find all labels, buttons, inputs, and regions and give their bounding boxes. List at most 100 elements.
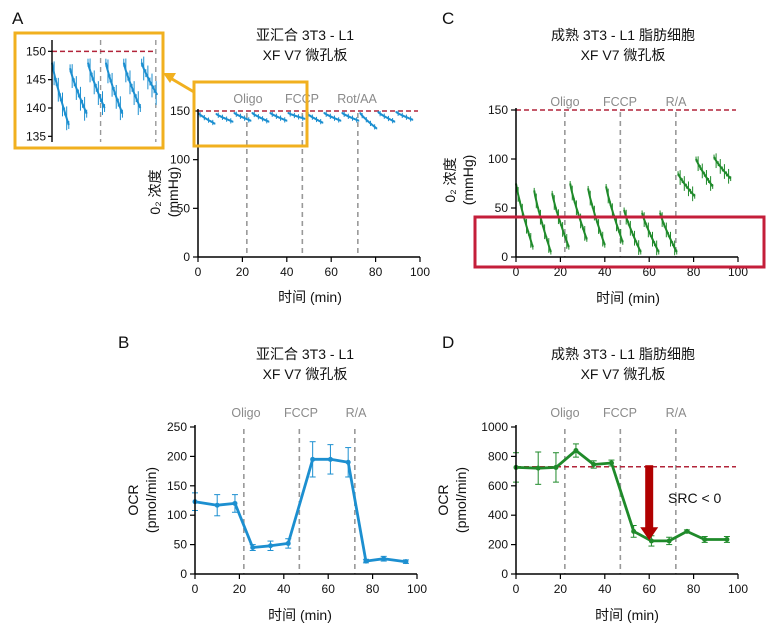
x-tick-label: 60: [322, 582, 336, 596]
panel-a-plot: 0 50 100 150 0 20 40 60 80 100: [170, 104, 430, 279]
y-tick-label: 100: [488, 152, 508, 166]
panel-c-phase-ra: R/A: [666, 95, 688, 109]
ocr-point: [363, 558, 369, 564]
inset-y-tick-label: 145: [26, 73, 46, 87]
ocr-point: [666, 538, 672, 544]
x-tick-label: 100: [728, 582, 748, 596]
panel-c-x-label: 时间 (min): [596, 290, 660, 306]
panel-a: A 亚汇合 3T3 - L1 XF V7 微孔板 时间 (min) 0₂ 浓度 …: [12, 9, 430, 305]
panel-d-phase-oligo: Oligo: [550, 406, 579, 420]
x-tick-label: 100: [410, 265, 430, 279]
panel-a-inset-plot: 135 140 145 150: [26, 40, 159, 143]
panel-d-title-line2: XF V7 微孔板: [581, 366, 666, 382]
panel-a-zoom-arrow: [163, 73, 195, 94]
panel-c: C 成熟 3T3 - L1 脂肪细胞 XF V7 微孔板 时间 (min) 0₂…: [442, 9, 766, 306]
ocr-point: [608, 460, 614, 466]
panel-d-y-label-line2: (pmol/min): [453, 467, 469, 533]
ocr-point: [267, 543, 273, 549]
ocr-point: [310, 456, 316, 462]
ocr-point: [702, 536, 708, 542]
ocr-point: [327, 456, 333, 462]
src-arrow-shaft: [645, 465, 654, 529]
panel-letter-d: D: [442, 333, 454, 352]
panel-d-y-label-line1: OCR: [435, 484, 451, 515]
ocr-point: [381, 556, 387, 562]
panel-letter-c: C: [442, 9, 454, 28]
ocr-point: [535, 465, 541, 471]
panel-b-title-line2: XF V7 微孔板: [263, 366, 348, 382]
ocr-point: [684, 528, 690, 534]
y-tick-label: 150: [170, 104, 190, 118]
ocr-point: [345, 459, 351, 465]
x-tick-label: 40: [598, 582, 612, 596]
x-tick-label: 0: [513, 265, 520, 279]
y-tick-label: 200: [167, 449, 187, 463]
inset-y-tick-label: 135: [26, 129, 46, 143]
panel-c-title-line2: XF V7 微孔板: [581, 47, 666, 63]
ocr-point: [403, 559, 409, 565]
ocr-point: [553, 464, 559, 470]
x-tick-label: 80: [687, 582, 701, 596]
panel-a-title-line2: XF V7 微孔板: [263, 47, 348, 63]
panel-d: D 成熟 3T3 - L1 脂肪细胞 XF V7 微孔板 时间 (min) OC…: [435, 333, 748, 623]
y-tick-label: 0: [180, 567, 187, 581]
y-tick-label: 150: [488, 103, 508, 117]
x-tick-label: 0: [195, 265, 202, 279]
panel-c-phase-fccp: FCCP: [603, 95, 637, 109]
panel-c-y-label-line1: 0₂ 浓度: [442, 157, 458, 202]
inset-y-tick-label: 150: [26, 44, 46, 58]
x-tick-label: 20: [236, 265, 250, 279]
x-tick-label: 80: [366, 582, 380, 596]
panel-a-phase-oligo: Oligo: [233, 92, 262, 106]
zoom-arrow-head: [163, 73, 176, 83]
panel-a-y-label-line1: 0₂ 浓度: [147, 169, 163, 214]
panel-b-y-label-line1: OCR: [125, 484, 141, 515]
src-arrow-head: [640, 527, 659, 541]
ocr-point: [631, 528, 637, 534]
x-tick-label: 0: [513, 582, 520, 596]
y-tick-label: 250: [167, 420, 187, 434]
y-tick-label: 50: [174, 538, 188, 552]
panel-a-zoom-box: [192, 80, 309, 148]
panel-b-y-label-line2: (pmol/min): [143, 467, 159, 533]
panel-a-inset: 135 140 145 150: [13, 31, 165, 150]
x-tick-label: 100: [407, 582, 427, 596]
ocr-point: [724, 536, 730, 542]
panel-a-inset-border: [13, 31, 165, 150]
x-tick-label: 40: [277, 582, 291, 596]
panel-b-phase-oligo: Oligo: [231, 406, 260, 420]
x-tick-label: 80: [369, 265, 383, 279]
panel-c-highlight-box: [473, 215, 766, 269]
panel-b: B 亚汇合 3T3 - L1 XF V7 微孔板 时间 (min) OCR (p…: [118, 333, 427, 623]
y-tick-label: 0: [183, 250, 190, 264]
y-tick-label: 600: [488, 479, 508, 493]
zoom-arrow-shaft: [171, 77, 195, 94]
panel-d-plot: 0 200 400 600 800 1000 0 20 40 60 80 100: [481, 420, 748, 596]
panel-a-phase-fccp: FCCP: [285, 92, 319, 106]
x-tick-label: 20: [554, 582, 568, 596]
y-tick-label: 50: [495, 201, 509, 215]
panel-d-phase-fccp: FCCP: [603, 406, 637, 420]
panel-letter-b: B: [118, 333, 129, 352]
y-tick-label: 50: [177, 201, 191, 215]
ocr-line: [515, 449, 727, 543]
panel-b-title-line1: 亚汇合 3T3 - L1: [256, 346, 354, 362]
panel-c-title-line1: 成熟 3T3 - L1 脂肪细胞: [551, 27, 695, 43]
x-tick-label: 60: [325, 265, 339, 279]
panel-a-phase-rotaa: Rot/AA: [337, 92, 377, 106]
ocr-line: [194, 457, 407, 564]
y-tick-label: 150: [167, 479, 187, 493]
panel-d-x-label: 时间 (min): [595, 607, 659, 623]
y-tick-label: 0: [501, 250, 508, 264]
ocr-point: [648, 538, 654, 544]
panel-d-src-annotation: SRC < 0: [668, 490, 722, 506]
ocr-point: [214, 502, 220, 508]
ocr-point: [285, 540, 291, 546]
x-tick-label: 40: [280, 265, 294, 279]
ocr-point: [591, 461, 597, 467]
panel-d-phase-ra: R/A: [666, 406, 688, 420]
y-tick-label: 800: [488, 449, 508, 463]
y-tick-label: 100: [167, 508, 187, 522]
